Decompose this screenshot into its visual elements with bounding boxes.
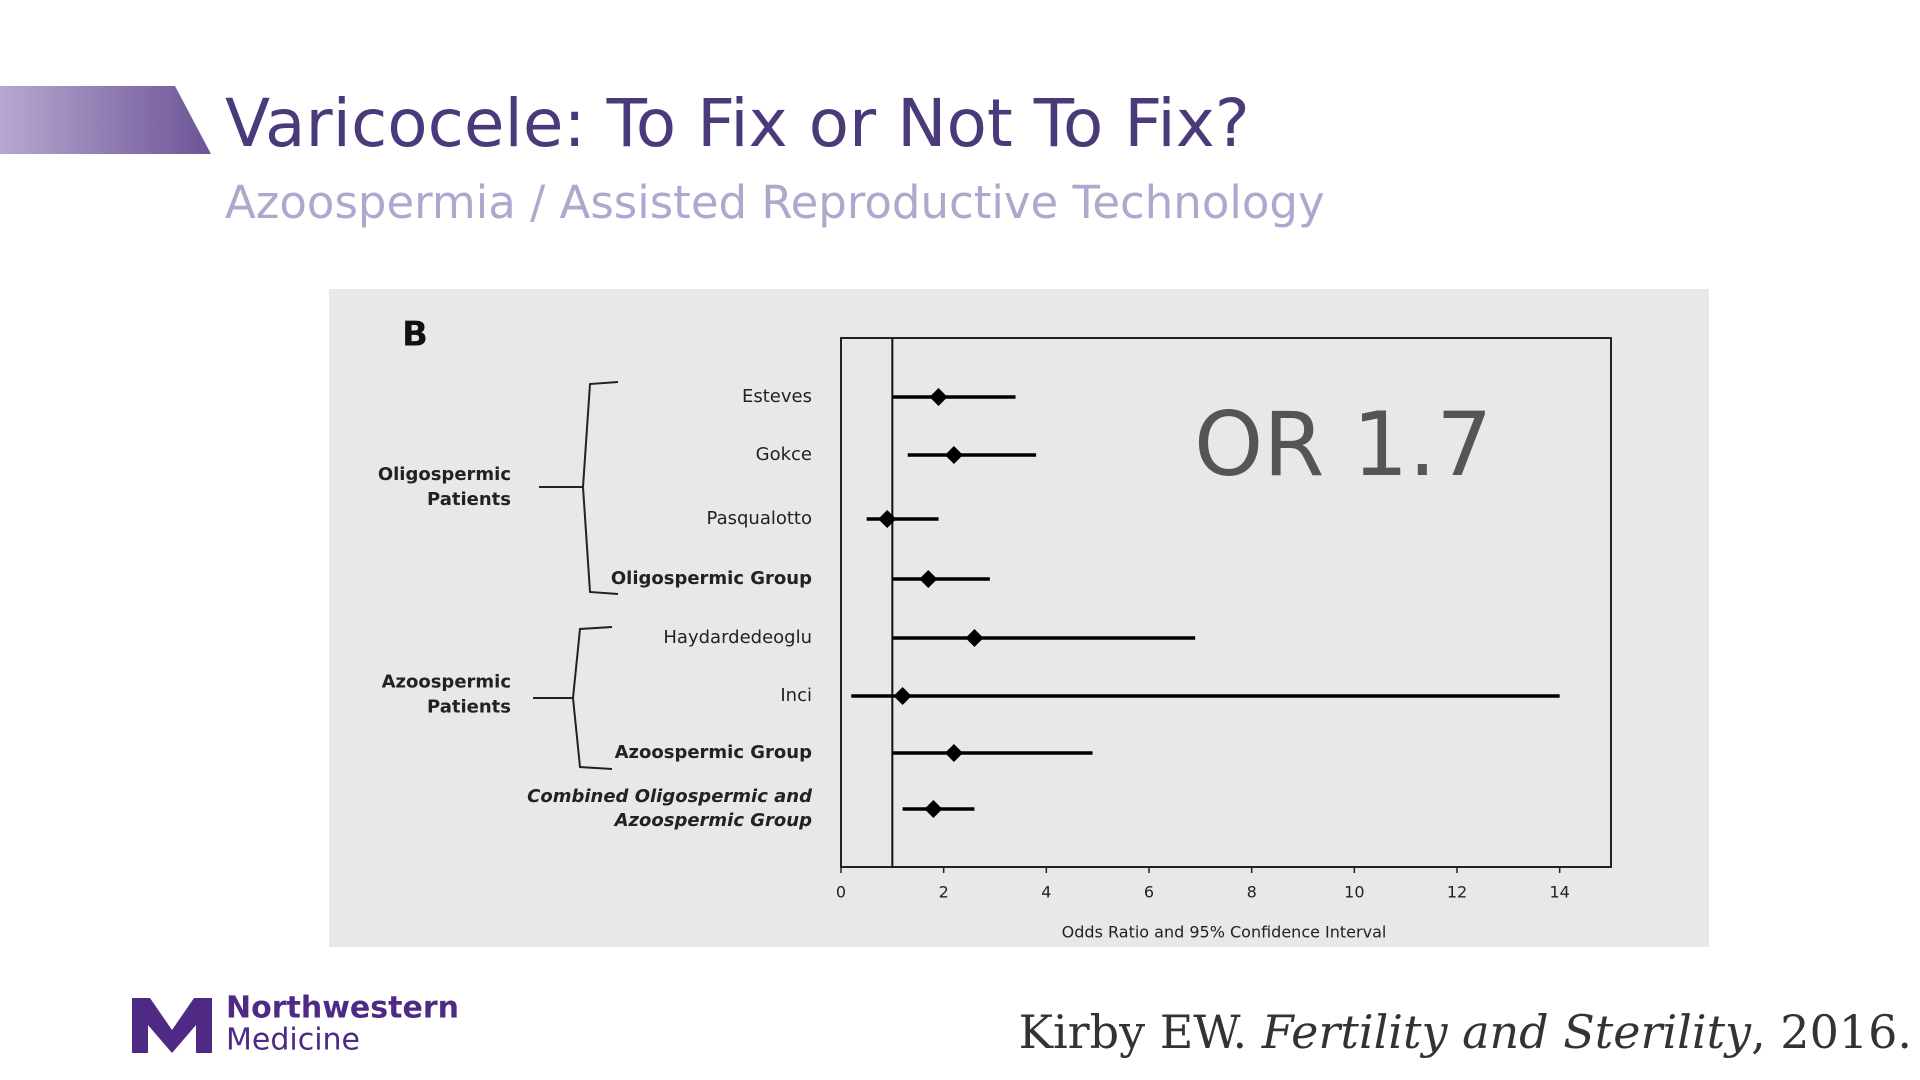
category-label: Azoospermic Group (613, 810, 813, 831)
group-label: Patients (427, 697, 511, 718)
citation-author: Kirby EW. (1019, 1005, 1248, 1059)
point-estimate (878, 510, 897, 528)
group-label: Oligospermic (378, 464, 511, 485)
logo-text: Medicine (226, 1023, 360, 1058)
citation-journal: Fertility and Sterility (1261, 1005, 1752, 1059)
x-tick-label: 0 (836, 883, 846, 902)
title-banner (0, 86, 211, 154)
plot-frame (840, 337, 1612, 868)
x-tick-label: 10 (1344, 883, 1364, 902)
x-axis-label: Odds Ratio and 95% Confidence Interval (1062, 923, 1387, 942)
x-tick-label: 2 (939, 883, 949, 902)
point-estimate (965, 629, 984, 647)
logo-mark (132, 998, 212, 1053)
category-label: Inci (780, 685, 812, 706)
category-label: Esteves (742, 386, 812, 407)
citation: Kirby EW. Fertility and Sterility, 2016. (1019, 1005, 1912, 1059)
category-label: Azoospermic Group (615, 742, 813, 763)
x-tick-label: 12 (1447, 883, 1467, 902)
group-label: Azoospermic (382, 672, 511, 693)
group-bracket (539, 381, 619, 595)
logo-text: Northwestern (226, 991, 459, 1026)
point-estimate (924, 800, 943, 818)
x-tick-label: 14 (1549, 883, 1569, 902)
point-estimate (893, 687, 912, 705)
logo: Northwestern Medicine (132, 991, 459, 1058)
x-tick-label: 4 (1041, 883, 1051, 902)
point-estimate (944, 744, 963, 762)
category-label: Gokce (756, 444, 812, 465)
point-estimate (919, 570, 938, 588)
point-estimate (944, 446, 963, 464)
x-tick-label: 6 (1144, 883, 1154, 902)
category-label: Combined Oligospermic and (527, 786, 813, 807)
point-estimate (929, 388, 948, 406)
slide-title: Varicocele: To Fix or Not To Fix? (225, 85, 1250, 162)
citation-year: , 2016. (1751, 1005, 1912, 1059)
slide-subtitle: Azoospermia / Assisted Reproductive Tech… (225, 176, 1325, 229)
category-label: Haydardedeoglu (663, 627, 812, 648)
x-tick-label: 8 (1247, 883, 1257, 902)
group-label: Patients (427, 489, 511, 510)
chart-panel (329, 289, 1709, 947)
category-label: Pasqualotto (707, 508, 812, 529)
panel-label: B (402, 315, 428, 355)
category-label: Oligospermic Group (611, 568, 812, 589)
annotation: OR 1.7 (1194, 393, 1492, 496)
group-bracket (533, 626, 613, 770)
